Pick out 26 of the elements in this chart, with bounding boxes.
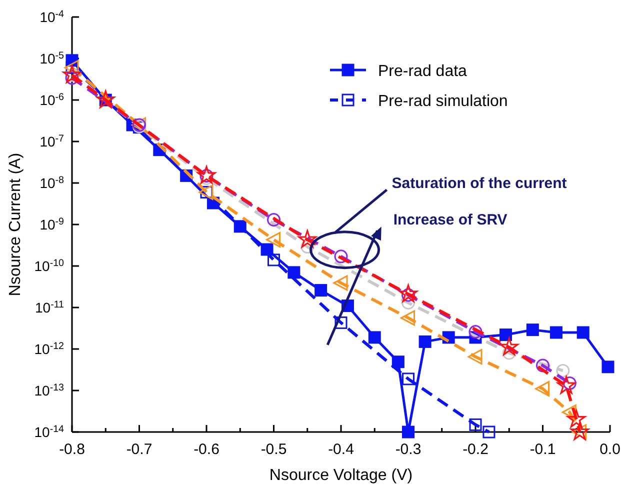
y-tick-label: 10$^{-8}$ bbox=[40, 174, 65, 191]
annotation: Increase of SRV bbox=[393, 212, 508, 229]
x-tick-label: -0.2 bbox=[462, 441, 488, 458]
y-tick-label: 10$^{-7}$ bbox=[40, 133, 64, 150]
y-tick-label: 10$^{-13}$ bbox=[34, 382, 65, 398]
y-tick-label: 10$^{-6}$ bbox=[40, 92, 65, 108]
y-tick-label: 10$^{-10}$ bbox=[34, 258, 65, 274]
x-tick-label: -0.1 bbox=[530, 441, 556, 458]
annotation: Saturation of the current bbox=[392, 174, 567, 192]
x-tick-label: -0.5 bbox=[260, 441, 287, 458]
y-tick-label: 10$^{-4}$ bbox=[40, 8, 65, 25]
y-tick-label: 10$^{-9}$ bbox=[40, 216, 64, 232]
legend-label: Pre-rad data bbox=[378, 63, 468, 80]
x-tick-label: -0.3 bbox=[395, 441, 422, 458]
y-axis-title: Nsource Current (A) bbox=[7, 152, 24, 296]
x-tick-label: -0.4 bbox=[328, 441, 354, 458]
x-tick-label: -0.6 bbox=[194, 441, 220, 458]
y-tick-label: 10$^{-14}$ bbox=[34, 424, 65, 440]
y-tick-label: 10$^{-5}$ bbox=[40, 50, 65, 66]
x-tick-label: 0.0 bbox=[600, 441, 620, 458]
legend-label: Pre-rad simulation bbox=[378, 93, 508, 110]
y-tick-label: 10$^{-12}$ bbox=[34, 340, 64, 357]
y-tick-label: 10$^{-11}$ bbox=[34, 299, 64, 316]
x-tick-label: -0.7 bbox=[126, 441, 152, 458]
x-axis-title: Nsource Voltage (V) bbox=[269, 467, 413, 484]
x-tick-label: -0.8 bbox=[59, 441, 85, 458]
